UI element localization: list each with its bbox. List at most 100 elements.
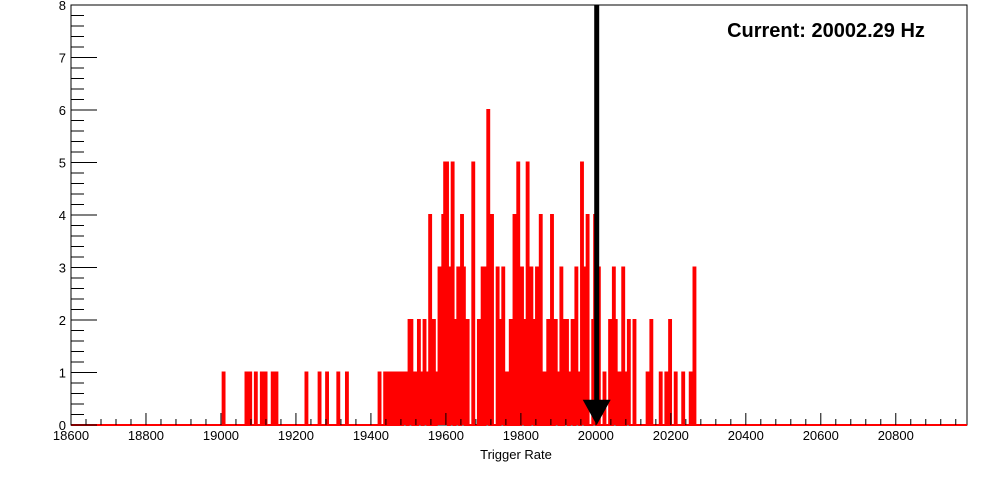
histogram-bin [246, 373, 248, 426]
histogram-bin [379, 373, 381, 426]
x-tick-label: 19600 [428, 428, 464, 443]
histogram-bin [485, 268, 487, 426]
histogram-bin [514, 215, 516, 425]
histogram-bin [660, 373, 662, 426]
x-axis-label: Trigger Rate [480, 447, 552, 462]
histogram-bin [463, 268, 465, 426]
histogram-bin [446, 163, 448, 426]
y-tick-label: 7 [59, 51, 66, 66]
y-tick-label: 4 [59, 208, 66, 223]
histogram-bin [669, 320, 671, 425]
histogram-bin [467, 320, 469, 425]
x-tick-label: 19000 [203, 428, 239, 443]
y-tick-label: 5 [59, 156, 66, 171]
x-tick-label: 20600 [803, 428, 839, 443]
histogram-bin [570, 373, 572, 426]
histogram-bin [405, 373, 407, 426]
x-tick-label: 20000 [578, 428, 614, 443]
histogram-bin [272, 373, 274, 426]
histogram-bin [472, 163, 474, 426]
x-tick-label: 19200 [278, 428, 314, 443]
histogram-bin [615, 320, 617, 425]
histogram-bin [575, 268, 577, 426]
histogram-bin [532, 320, 534, 425]
y-tick-label: 8 [59, 0, 66, 13]
histogram-bin [566, 320, 568, 425]
histogram-bin [265, 373, 267, 426]
histogram-bin [530, 268, 532, 426]
x-tick-label: 19800 [503, 428, 539, 443]
histogram-bin [439, 268, 441, 426]
histogram-bin [690, 373, 692, 426]
x-axis: 18600 18800 19000 19200 19400 19600 19800 20000… [53, 413, 957, 443]
histogram-bin [622, 268, 624, 426]
histogram-bin [540, 215, 542, 425]
x-tick-label: 19400 [353, 428, 389, 443]
y-tick-label: 1 [59, 366, 66, 381]
histogram-bin [510, 320, 512, 425]
histogram-bin [650, 320, 652, 425]
histogram-bin [388, 373, 390, 426]
histogram-bin [461, 215, 463, 425]
histogram-bin [425, 373, 427, 426]
histogram-bin [506, 373, 508, 426]
histogram-bin [577, 373, 579, 426]
y-tick-label: 3 [59, 261, 66, 276]
histogram-bin [433, 320, 435, 425]
histogram-bin [452, 163, 454, 426]
histogram-bin [261, 373, 263, 426]
histogram-bin [455, 320, 457, 425]
histogram-bin [560, 268, 562, 426]
histogram-line [71, 109, 967, 426]
histogram-bin [564, 320, 566, 425]
histogram-bin [457, 268, 459, 426]
histogram-bin [450, 268, 452, 426]
histogram-bin [619, 373, 621, 426]
x-tick-label: 18600 [53, 428, 89, 443]
histogram-bin [326, 373, 328, 426]
histogram-bin [647, 373, 649, 426]
y-axis: 0 1 2 3 4 5 6 7 8 [59, 0, 97, 433]
histogram-bin [437, 373, 439, 426]
histogram-bin [665, 373, 667, 426]
histogram-bin [609, 320, 611, 425]
histogram-bin [478, 320, 480, 425]
histogram-bin [306, 373, 308, 426]
x-tick-label: 18800 [128, 428, 164, 443]
histogram-layer [71, 109, 967, 426]
histogram-bin [440, 320, 442, 425]
histogram-bin [491, 215, 493, 425]
histogram-bin [613, 268, 615, 426]
current-value-annotation: Current: 20002.29 Hz [727, 20, 925, 42]
current-value-arrow [582, 5, 611, 425]
histogram-bin [587, 215, 589, 425]
histogram-bin [442, 215, 444, 425]
histogram-bin [604, 373, 606, 426]
histogram-bin [319, 373, 321, 426]
histogram-bin [502, 268, 504, 426]
histogram-bin [384, 373, 386, 426]
histogram-bin [557, 373, 559, 426]
histogram-bin [429, 215, 431, 425]
histogram-bin [392, 373, 394, 426]
histogram-bin [399, 373, 401, 426]
histogram-bin [255, 373, 257, 426]
histogram-bin [497, 268, 499, 426]
histogram-bin [223, 373, 225, 426]
histogram-bin [694, 268, 696, 426]
histogram-bin [444, 163, 446, 426]
y-tick-label: 2 [59, 313, 66, 328]
x-tick-label: 20400 [728, 428, 764, 443]
histogram-bin [418, 320, 420, 425]
histogram-bin [337, 373, 339, 426]
histogram-bin [482, 268, 484, 426]
histogram-bin [628, 320, 630, 425]
histogram-bin [276, 373, 278, 426]
histogram-bin [420, 373, 422, 426]
histogram-bin [403, 373, 405, 426]
y-tick-label: 6 [59, 103, 66, 118]
histogram-bin [555, 320, 557, 425]
histogram-bin [409, 320, 411, 425]
